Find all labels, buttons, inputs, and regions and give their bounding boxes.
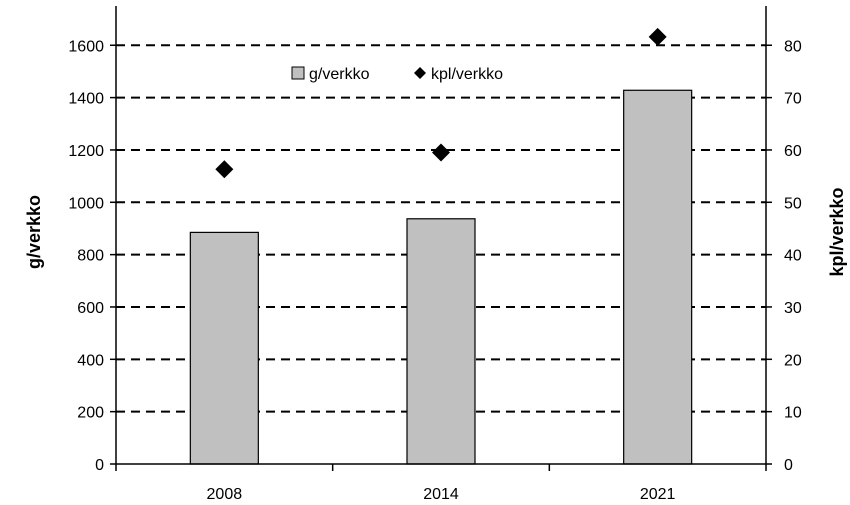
y2-axis-title: kpl/verkko	[827, 187, 847, 276]
x-tick-label-2014: 2014	[423, 486, 459, 503]
point-series	[215, 27, 667, 179]
y-tick-label-400: 400	[77, 352, 104, 369]
y-tick-label-1400: 1400	[68, 91, 104, 108]
tick-labels: 0 200 400 600 800 1000 1200 1400 1600 0 10 20 30 40 50…	[68, 38, 801, 503]
bar-series	[189, 89, 693, 465]
y2-tick-label-40: 40	[784, 248, 802, 265]
legend: g/verkko kpl/verkko	[291, 66, 503, 83]
y-axis-title: g/verkko	[24, 195, 44, 269]
y-tick-label-600: 600	[77, 300, 104, 317]
legend-diamond-icon	[414, 67, 426, 79]
bar-2021	[623, 89, 693, 465]
y2-tick-label-20: 20	[784, 352, 802, 369]
y2-tick-label-0: 0	[784, 457, 793, 474]
bar-2008	[189, 231, 259, 465]
y2-tick-label-70: 70	[784, 91, 802, 108]
y-tick-label-1000: 1000	[68, 195, 104, 212]
y-tick-label-1600: 1600	[68, 38, 104, 55]
x-tick-label-2008: 2008	[207, 486, 243, 503]
legend-label-g-verkko: g/verkko	[309, 66, 370, 83]
point-2021	[648, 27, 667, 46]
y-tick-label-800: 800	[77, 248, 104, 265]
y2-tick-label-80: 80	[784, 38, 802, 55]
y2-tick-label-10: 10	[784, 405, 802, 422]
bar-2014	[406, 218, 476, 465]
x-tick-label-2021: 2021	[640, 486, 676, 503]
y2-tick-label-50: 50	[784, 195, 802, 212]
y2-tick-label-60: 60	[784, 143, 802, 160]
y-tick-label-1200: 1200	[68, 143, 104, 160]
y-tick-label-200: 200	[77, 405, 104, 422]
point-2014	[432, 143, 450, 162]
point-2008	[215, 160, 234, 179]
legend-label-kpl-verkko: kpl/verkko	[431, 66, 503, 83]
y-tick-label-0: 0	[95, 457, 104, 474]
y2-tick-label-30: 30	[784, 300, 802, 317]
axes	[110, 6, 772, 471]
legend-swatch-g-verkko	[291, 66, 305, 80]
